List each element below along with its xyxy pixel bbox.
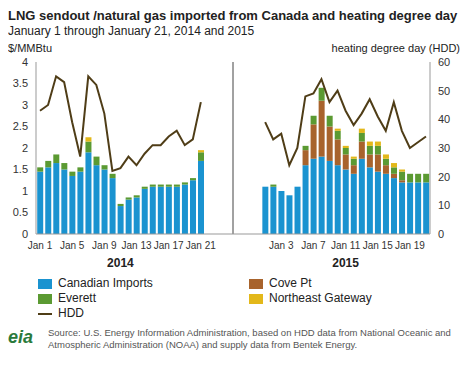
html-text:Everett: Everett — [58, 291, 96, 305]
svg-text:Jan 17: Jan 17 — [154, 240, 184, 251]
html-text:January 1 through January 21,: January 1 through January 21, 2014 and 2… — [8, 24, 255, 38]
html-text:$/MMBtu: $/MMBtu — [8, 42, 52, 54]
svg-text:Jan 9: Jan 9 — [92, 240, 117, 251]
svg-text:0.5: 0.5 — [13, 206, 28, 218]
svg-text:3: 3 — [22, 99, 28, 111]
svg-text:Jan 5: Jan 5 — [60, 240, 85, 251]
svg-text:1.5: 1.5 — [13, 163, 28, 175]
svg-text:Jan 7: Jan 7 — [301, 240, 326, 251]
svg-text:60: 60 — [438, 56, 450, 68]
svg-text:Jan 3: Jan 3 — [269, 240, 294, 251]
svg-text:Jan 13: Jan 13 — [121, 240, 151, 251]
svg-text:4: 4 — [22, 56, 28, 68]
svg-text:Jan 21: Jan 21 — [186, 240, 216, 251]
html-text:Cove Pt: Cove Pt — [269, 276, 312, 290]
html-text:Northeast Gateway: Northeast Gateway — [269, 291, 372, 305]
svg-text:Jan 11: Jan 11 — [331, 240, 361, 251]
svg-text:Jan 1: Jan 1 — [28, 240, 53, 251]
svg-text:1: 1 — [22, 185, 28, 197]
html-text:HDD: HDD — [58, 306, 84, 320]
svg-text:50: 50 — [438, 85, 450, 97]
svg-text:2: 2 — [22, 142, 28, 154]
svg-text:3.5: 3.5 — [13, 77, 28, 89]
svg-text:2.5: 2.5 — [13, 120, 28, 132]
html-text:Canadian Imports: Canadian Imports — [58, 276, 153, 290]
html-text:LNG sendout /natural gas impor: LNG sendout /natural gas imported from C… — [8, 8, 458, 23]
svg-text:2014: 2014 — [107, 256, 134, 270]
html-text:heating degree day (HDD): heating degree day (HDD) — [331, 42, 460, 54]
svg-text:40: 40 — [438, 113, 450, 125]
svg-text:30: 30 — [438, 142, 450, 154]
html-text:Source: U.S. Energy Informatio: Source: U.S. Energy Information Administ… — [48, 327, 451, 350]
svg-text:Jan 15: Jan 15 — [363, 240, 393, 251]
svg-text:0: 0 — [22, 228, 28, 240]
svg-text:20: 20 — [438, 171, 450, 183]
svg-text:0: 0 — [438, 228, 444, 240]
svg-text:10: 10 — [438, 199, 450, 211]
svg-text:2015: 2015 — [332, 256, 359, 270]
html-text:eia: eia — [8, 327, 33, 347]
svg-text:Jan 19: Jan 19 — [395, 240, 425, 251]
